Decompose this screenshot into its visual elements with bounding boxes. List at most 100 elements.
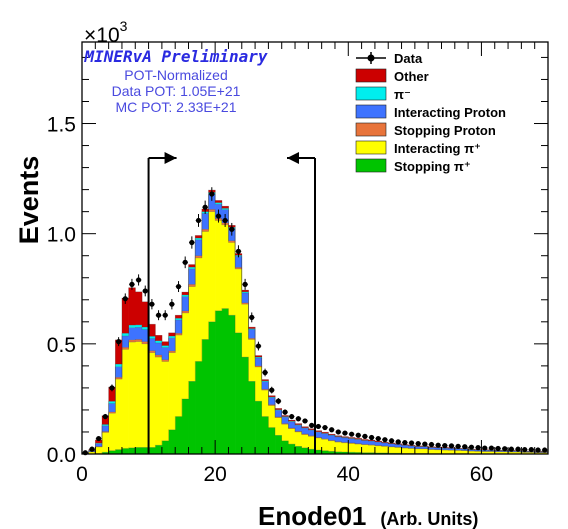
marker [155,312,162,318]
bar [261,380,269,382]
bar [121,333,129,336]
bar [101,432,109,453]
bar [141,447,149,454]
marker [102,413,108,420]
marker [382,437,388,443]
data-point [322,424,328,431]
bar [195,255,203,258]
data-point [461,444,468,450]
bar [441,450,449,454]
bar [315,437,322,451]
bar [181,312,189,399]
marker [428,441,435,448]
bar [394,447,402,454]
bar [328,451,336,454]
bar [175,320,183,334]
data-point [129,278,135,290]
bar [175,416,183,454]
annotation-line-2: Data POT: 1.05E+21 [112,83,241,99]
data-point [362,433,368,439]
bar [141,329,149,342]
bar [108,401,116,404]
bar [135,447,143,454]
bar [281,424,289,441]
marker [535,447,541,453]
legend-swatch [355,122,387,137]
bar [441,448,449,450]
marker [342,430,348,436]
data-point [242,278,248,290]
marker [502,446,508,452]
bar [261,390,269,417]
marker [435,442,441,448]
data-point [169,299,175,310]
bar [148,350,156,353]
marker [448,443,455,449]
bar [401,448,409,454]
data-point [162,310,169,321]
marker [195,217,202,224]
bar [541,452,549,454]
bar [215,220,223,311]
bar [468,449,476,451]
bar [321,432,329,434]
bar [488,451,496,454]
bar [115,377,123,380]
data-point [315,423,322,430]
bar [308,449,316,454]
bar [388,443,396,447]
bar [528,452,535,454]
marker [295,416,301,422]
bar [101,415,109,425]
bar [241,290,249,292]
bar [474,451,482,454]
data-point [95,435,102,442]
bar [201,213,209,230]
x-tick-label: 20 [203,463,226,486]
bar [168,338,176,351]
marker [235,248,242,254]
bar [334,437,342,442]
data-point [195,214,202,227]
bar [255,355,263,358]
bar [261,379,269,381]
bar [348,438,356,443]
bar [315,430,322,432]
bar [161,440,169,454]
data-point [515,446,521,452]
x-tick-label: 60 [470,463,493,486]
bar [521,452,529,454]
bar [348,443,356,453]
data-point [468,444,475,450]
bar [408,446,416,449]
marker [129,281,135,287]
bar [148,447,156,454]
bar [288,428,296,429]
bar [454,450,462,454]
bar [121,298,129,334]
bar [248,327,256,329]
y-tick-label: 1.0 [47,224,76,247]
bar [188,268,196,285]
bar [368,452,376,454]
marker [222,217,228,224]
cut-lines [147,152,316,454]
bar [288,421,296,422]
marker [149,301,155,307]
cut-arrow-head [164,152,177,164]
data-point [375,435,382,442]
legend-entry: Stopping Proton [355,122,496,138]
data-point [415,441,422,447]
bar [148,336,156,339]
marker [135,277,142,283]
bar [275,416,283,418]
marker [329,427,335,433]
bar [141,301,149,328]
bar [221,208,229,210]
bar [301,426,309,428]
data-point [382,437,388,443]
bar [155,355,163,358]
bar [295,431,302,432]
data-point [455,443,461,449]
bar [208,211,216,322]
